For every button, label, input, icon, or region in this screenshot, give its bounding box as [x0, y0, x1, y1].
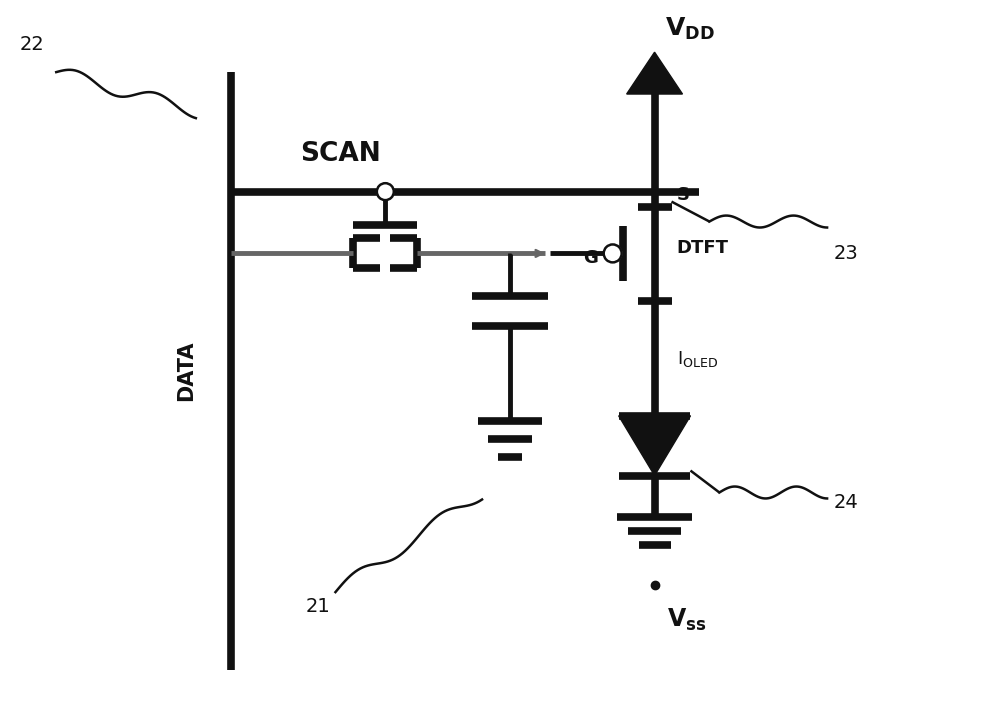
Text: SCAN: SCAN [300, 141, 381, 167]
Text: G: G [583, 249, 598, 267]
Text: V$_\mathregular{DD}$: V$_\mathregular{DD}$ [665, 16, 714, 43]
Circle shape [604, 244, 622, 262]
Circle shape [377, 183, 394, 200]
Text: 23: 23 [834, 244, 859, 263]
Text: DATA: DATA [176, 341, 196, 401]
Polygon shape [619, 416, 690, 476]
Text: S: S [677, 185, 690, 203]
Polygon shape [627, 52, 682, 94]
Text: DTFT: DTFT [677, 239, 729, 257]
Text: 22: 22 [19, 35, 44, 54]
Text: 24: 24 [834, 493, 859, 513]
Text: V$_\mathregular{ss}$: V$_\mathregular{ss}$ [667, 607, 706, 633]
Text: I$_\mathregular{OLED}$: I$_\mathregular{OLED}$ [677, 348, 718, 368]
Text: 21: 21 [306, 597, 330, 616]
